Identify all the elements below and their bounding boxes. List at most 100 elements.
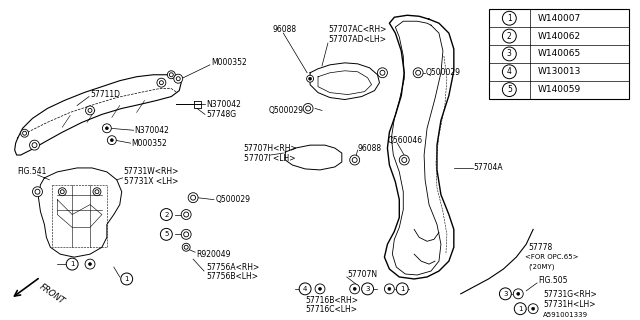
Text: Q500029: Q500029: [426, 68, 461, 77]
Text: 57778: 57778: [528, 243, 552, 252]
Text: W140007: W140007: [538, 14, 581, 23]
Circle shape: [181, 229, 191, 239]
Text: W140059: W140059: [538, 85, 581, 94]
Circle shape: [396, 283, 408, 295]
Text: 57731H<LH>: 57731H<LH>: [543, 300, 596, 309]
Circle shape: [515, 303, 526, 315]
Text: 57704A: 57704A: [474, 164, 503, 172]
Circle shape: [385, 284, 394, 294]
Circle shape: [502, 65, 516, 79]
Text: A591001339: A591001339: [543, 312, 588, 318]
Text: Q500029: Q500029: [216, 195, 251, 204]
Circle shape: [502, 29, 516, 43]
Text: FIG.541: FIG.541: [18, 167, 47, 176]
Text: FIG.505: FIG.505: [538, 276, 568, 285]
Text: 5: 5: [507, 85, 512, 94]
Circle shape: [108, 136, 116, 145]
Text: 4: 4: [303, 286, 307, 292]
Circle shape: [20, 129, 29, 137]
Text: 3: 3: [503, 291, 508, 297]
Circle shape: [349, 155, 360, 165]
Text: N370042: N370042: [134, 126, 170, 135]
Text: 57707N: 57707N: [348, 269, 378, 278]
Circle shape: [58, 188, 66, 196]
Text: W140065: W140065: [538, 49, 581, 59]
Circle shape: [93, 188, 101, 196]
Circle shape: [102, 124, 111, 133]
Circle shape: [66, 258, 78, 270]
Circle shape: [513, 289, 524, 299]
Text: ('20MY): ('20MY): [528, 264, 555, 270]
Text: 1: 1: [400, 286, 404, 292]
Text: 96088: 96088: [358, 144, 382, 153]
Text: 57731W<RH>: 57731W<RH>: [124, 167, 179, 176]
Circle shape: [121, 273, 132, 285]
Text: 57731G<RH>: 57731G<RH>: [543, 290, 596, 299]
Text: 5: 5: [164, 231, 168, 237]
Circle shape: [299, 283, 311, 295]
Text: Q500029: Q500029: [268, 106, 303, 115]
Text: W140062: W140062: [538, 32, 581, 41]
Bar: [488, 9, 629, 99]
Circle shape: [528, 304, 538, 314]
Text: 57731X <LH>: 57731X <LH>: [124, 177, 178, 186]
Circle shape: [362, 283, 374, 295]
Text: N370042: N370042: [206, 100, 241, 109]
Circle shape: [388, 287, 391, 290]
Circle shape: [110, 139, 113, 142]
Circle shape: [307, 75, 314, 82]
Text: 57716C<LH>: 57716C<LH>: [305, 305, 357, 314]
Text: 57707AC<RH>: 57707AC<RH>: [328, 25, 387, 34]
Text: 1: 1: [124, 276, 129, 282]
Circle shape: [161, 209, 172, 220]
Text: W130013: W130013: [538, 67, 582, 76]
Circle shape: [499, 288, 511, 300]
Circle shape: [303, 103, 313, 113]
Text: 57748G: 57748G: [206, 110, 236, 119]
Text: M000352: M000352: [211, 58, 246, 67]
Text: 1: 1: [70, 261, 74, 267]
Text: 4: 4: [507, 67, 512, 76]
Text: 57707AD<LH>: 57707AD<LH>: [328, 35, 386, 44]
Circle shape: [88, 263, 92, 266]
Circle shape: [174, 74, 182, 83]
Circle shape: [29, 140, 40, 150]
Circle shape: [413, 68, 423, 78]
Text: 57756A<RH>: 57756A<RH>: [206, 263, 259, 272]
Circle shape: [85, 259, 95, 269]
Text: 57716B<RH>: 57716B<RH>: [305, 296, 358, 305]
Text: 3: 3: [507, 49, 512, 59]
Circle shape: [502, 47, 516, 61]
Circle shape: [502, 11, 516, 25]
Circle shape: [161, 228, 172, 240]
Circle shape: [33, 187, 42, 197]
Circle shape: [182, 243, 190, 251]
Text: 1: 1: [507, 14, 512, 23]
Text: 57707I <LH>: 57707I <LH>: [244, 154, 295, 163]
Text: 57707H<RH>: 57707H<RH>: [244, 144, 298, 153]
Circle shape: [188, 193, 198, 203]
Text: Q560046: Q560046: [387, 136, 422, 145]
Text: 1: 1: [518, 306, 522, 312]
Text: M000352: M000352: [132, 139, 168, 148]
Text: 3: 3: [365, 286, 370, 292]
Text: 2: 2: [507, 32, 512, 41]
Circle shape: [167, 71, 175, 79]
Circle shape: [399, 155, 409, 165]
Circle shape: [378, 68, 387, 78]
Circle shape: [516, 292, 520, 295]
Text: FRONT: FRONT: [38, 282, 66, 306]
Text: 57711D: 57711D: [90, 90, 120, 99]
Text: R920049: R920049: [196, 250, 230, 259]
Text: <FOR OPC.65>: <FOR OPC.65>: [525, 254, 579, 260]
Circle shape: [319, 287, 321, 290]
Circle shape: [502, 83, 516, 97]
Text: 96088: 96088: [273, 25, 296, 34]
Circle shape: [349, 284, 360, 294]
Text: 57756B<LH>: 57756B<LH>: [206, 272, 258, 282]
Circle shape: [353, 287, 356, 290]
Circle shape: [308, 77, 312, 80]
Circle shape: [86, 106, 95, 115]
Text: 2: 2: [164, 212, 168, 218]
Circle shape: [106, 127, 108, 130]
